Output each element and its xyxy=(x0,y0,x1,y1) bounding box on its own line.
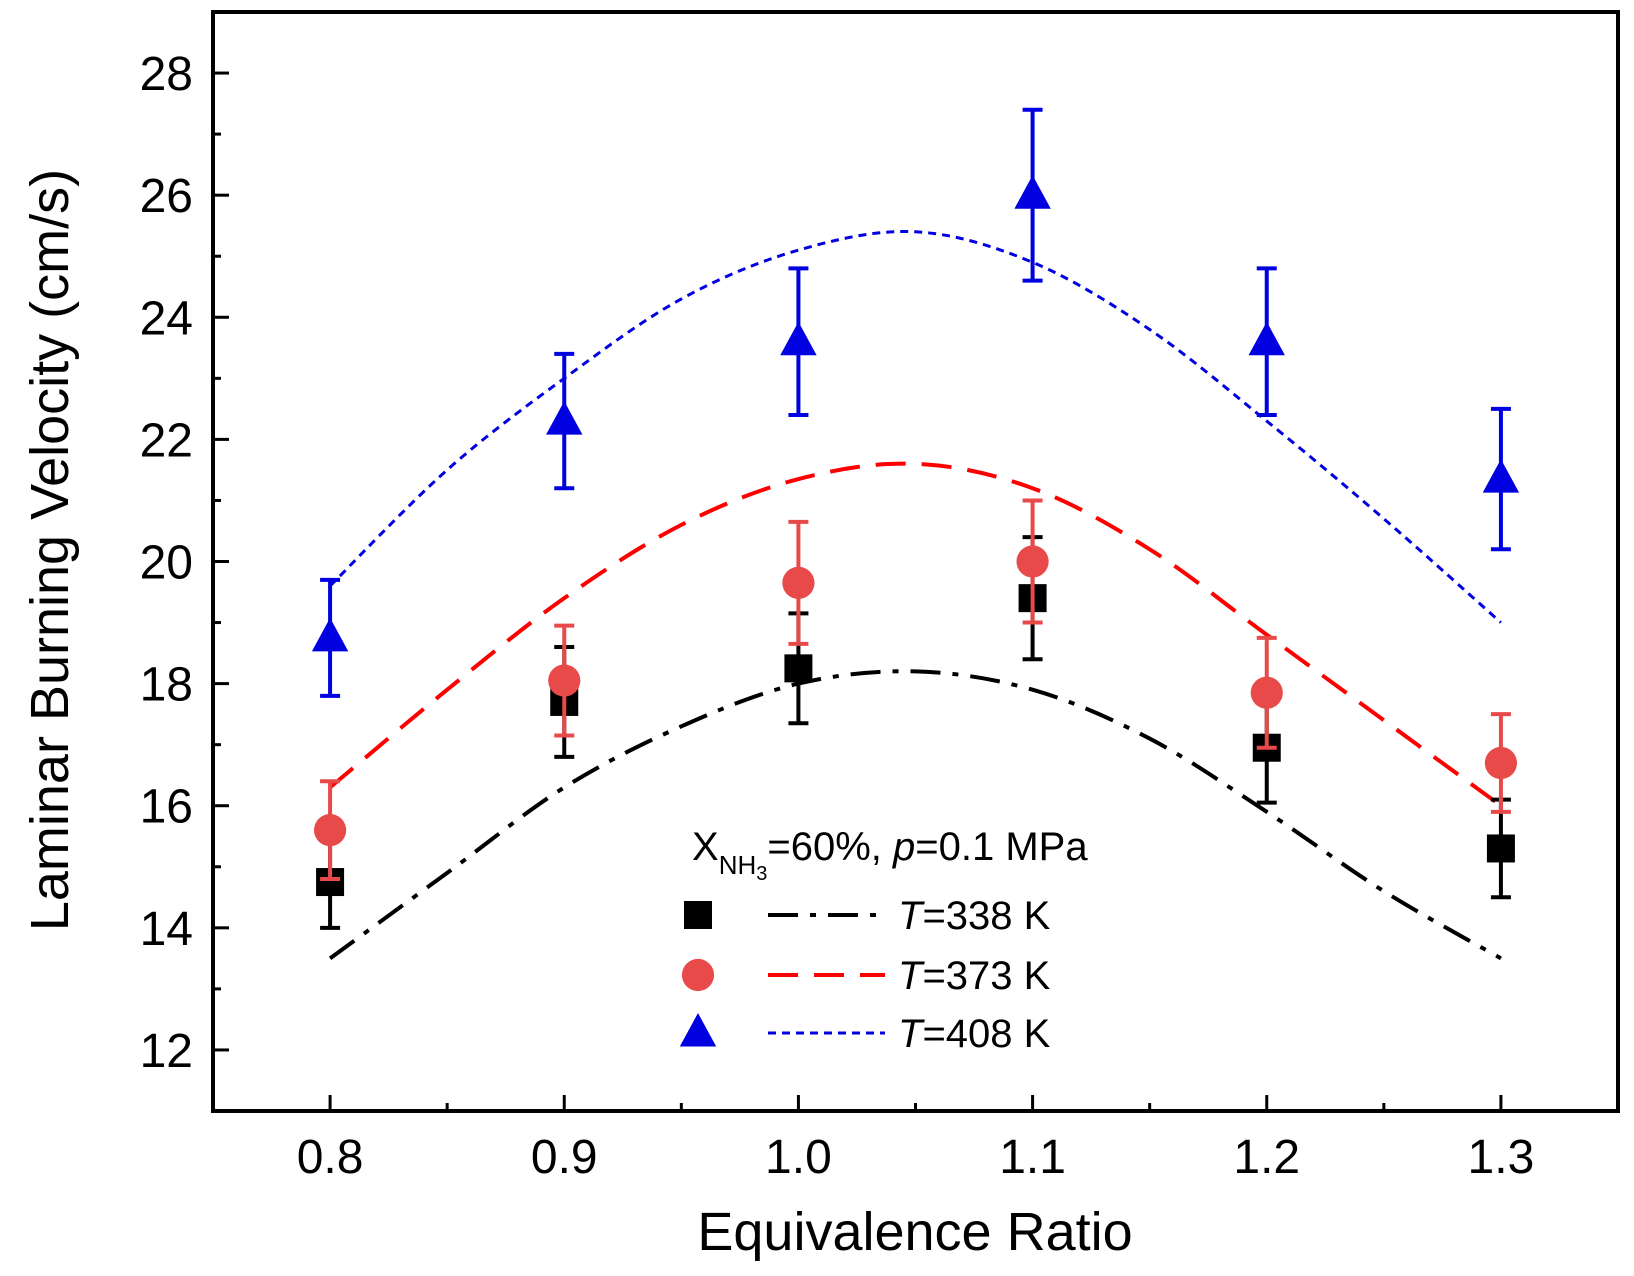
legend-entries: T=338 K T=373 K T=408 K xyxy=(679,894,1051,1056)
legend-entry-1: T=373 K xyxy=(681,954,1051,998)
data-point-series-1-point-2 xyxy=(782,566,815,599)
annotation-x-symbol: X xyxy=(692,825,719,869)
y-tick-label-6: 24 xyxy=(140,292,193,345)
data-point-series-1-point-5 xyxy=(1484,746,1518,780)
annotation-mid: =60%, xyxy=(767,825,893,869)
x-tick-label-2: 1.0 xyxy=(765,1131,832,1184)
y-tick-label-4: 20 xyxy=(140,537,193,590)
data-point-series-2-point-1 xyxy=(546,401,583,435)
plot-frame xyxy=(211,10,1620,1113)
data-point-series-0-point-2 xyxy=(784,654,813,683)
y-tick-label-7: 26 xyxy=(140,170,193,223)
legend-entry-0: T=338 K xyxy=(684,894,1051,938)
data-point-series-2-point-3 xyxy=(1014,175,1051,209)
data-point-series-2-point-4 xyxy=(1248,321,1285,356)
x-tick-label-1: 0.9 xyxy=(531,1131,598,1184)
model-line-series-2 xyxy=(329,230,1502,624)
legend-label-1: T=373 K xyxy=(898,954,1051,998)
y-axis-title: Laminar Burning Velocity (cm/s) xyxy=(20,169,80,931)
data-point-series-1-point-4 xyxy=(1250,676,1283,709)
y-tick-label-3: 18 xyxy=(140,659,193,712)
legend-marker-1 xyxy=(681,958,715,992)
y-tick-label-2: 16 xyxy=(140,781,193,834)
data-point-series-1-point-0 xyxy=(313,814,347,847)
legend-marker-2 xyxy=(679,1013,717,1047)
model-line-series-1 xyxy=(328,461,1503,808)
axes: 0.8 0.9 1.0 1.1 1.2 1.3 12 14 16 18 20 22 24 26 28 xyxy=(140,10,1620,1184)
x-tick-label-0: 0.8 xyxy=(297,1131,364,1184)
x-tick-label-5: 1.3 xyxy=(1468,1131,1535,1184)
y-tick-label-5: 22 xyxy=(140,414,193,467)
legend-marker-0 xyxy=(684,901,712,929)
legend: XNH3=60%, p=0.1 MPa T=338 K T=373 K T=408 … xyxy=(679,825,1088,1056)
data-point-series-0-point-5 xyxy=(1486,834,1515,863)
y-tick-label-8: 28 xyxy=(140,48,193,101)
data-point-series-2-point-0 xyxy=(311,617,349,652)
annotation-subscript-3: 3 xyxy=(756,863,767,885)
data-point-series-1-point-1 xyxy=(548,664,581,697)
annotation-subscript: NH xyxy=(719,850,757,880)
annotation-rest: =0.1 MPa xyxy=(915,825,1088,869)
data-point-series-1-point-3 xyxy=(1016,545,1049,578)
y-tick-label-0: 12 xyxy=(140,1025,193,1078)
plot-area xyxy=(311,107,1520,961)
legend-entry-2: T=408 K xyxy=(679,1012,1051,1056)
legend-annotation: XNH3=60%, p=0.1 MPa xyxy=(692,825,1088,885)
data-point-series-2-point-5 xyxy=(1482,459,1520,493)
x-axis-title: Equivalence Ratio xyxy=(697,1202,1132,1262)
model-line-series-0 xyxy=(328,669,1502,961)
annotation-p-symbol: p xyxy=(892,825,915,869)
y-tick-label-1: 14 xyxy=(140,903,193,956)
x-tick-label-3: 1.1 xyxy=(999,1131,1066,1184)
legend-label-0: T=338 K xyxy=(898,894,1051,938)
x-tick-label-4: 1.2 xyxy=(1233,1131,1300,1184)
data-point-series-2-point-2 xyxy=(780,321,817,356)
legend-label-2: T=408 K xyxy=(898,1012,1051,1056)
